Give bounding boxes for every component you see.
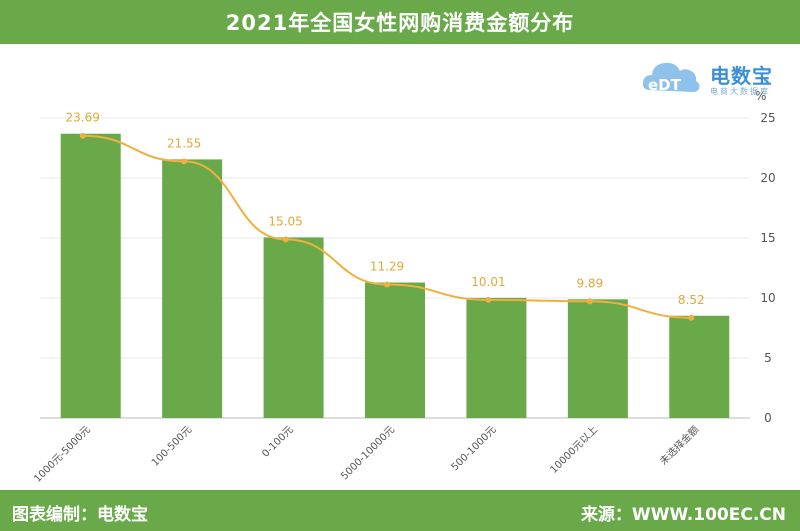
data-label: 21.55 xyxy=(167,136,201,150)
x-tick-label: 100-500元 xyxy=(150,424,194,468)
footer-bar: 图表编制：电数宝 来源：WWW.100EC.CN xyxy=(0,490,800,531)
trend-point xyxy=(688,314,695,321)
x-axis-labels: 1000元-5000元 100-500元 0-100元 5000-10000元 500-… xyxy=(32,423,701,485)
bar xyxy=(669,315,730,418)
trend-point xyxy=(384,281,390,288)
footer-source: 来源：WWW.100EC.CN xyxy=(580,505,786,525)
logo-mark-text: eDT xyxy=(648,76,682,94)
y-tick-label: 15 xyxy=(760,231,775,245)
x-tick-label: 500-1000元 xyxy=(450,424,499,473)
x-tick-label: 10000元以上 xyxy=(548,424,600,476)
cloud-logo-icon: eDT xyxy=(642,62,700,94)
y-tick-label: 20 xyxy=(760,171,775,185)
x-tick-label: 5000-10000元 xyxy=(339,424,397,482)
y-axis-ticks: 0 5 10 15 20 25 xyxy=(760,111,775,425)
y-tick-label: 25 xyxy=(760,111,775,125)
bar xyxy=(60,133,121,418)
bar xyxy=(263,237,324,418)
bar xyxy=(365,282,425,418)
bar xyxy=(567,299,628,418)
x-tick-label: 未选择金额 xyxy=(657,423,702,468)
trend-point xyxy=(282,236,289,243)
footer-credit: 图表编制：电数宝 xyxy=(12,505,148,525)
bars xyxy=(60,133,730,418)
data-label: 9.89 xyxy=(576,276,603,290)
brand-logo: eDT 电数宝 电商大数据库 xyxy=(640,52,800,102)
bar xyxy=(162,159,223,418)
data-label: 8.52 xyxy=(678,293,705,307)
data-label: 15.05 xyxy=(268,214,302,228)
data-label: 11.29 xyxy=(370,260,404,274)
x-tick-label: 1000元-5000元 xyxy=(32,424,92,484)
trend-point xyxy=(79,132,86,139)
trend-point xyxy=(181,158,188,165)
chart-title: 2021年全国女性网购消费金额分布 xyxy=(225,11,575,35)
x-tick-label: 0-100元 xyxy=(260,424,295,459)
title-bar: 2021年全国女性网购消费金额分布 xyxy=(0,0,800,44)
trend-point xyxy=(485,296,492,303)
y-tick-label: 5 xyxy=(764,351,772,365)
data-label: 23.69 xyxy=(66,111,100,125)
trend-line-layer xyxy=(79,132,695,321)
bar xyxy=(466,297,527,418)
y-tick-label: 10 xyxy=(760,291,775,305)
data-labels: 23.69 21.55 15.05 11.29 10.01 9.89 8.52 xyxy=(66,111,705,307)
logo-brand-name: 电数宝 xyxy=(710,64,773,88)
y-tick-label: 0 xyxy=(764,411,772,425)
data-label: 10.01 xyxy=(471,275,505,289)
logo-tagline: 电商大数据库 xyxy=(710,87,770,96)
y-axis-unit: % xyxy=(755,89,766,103)
trend-point xyxy=(586,298,593,305)
